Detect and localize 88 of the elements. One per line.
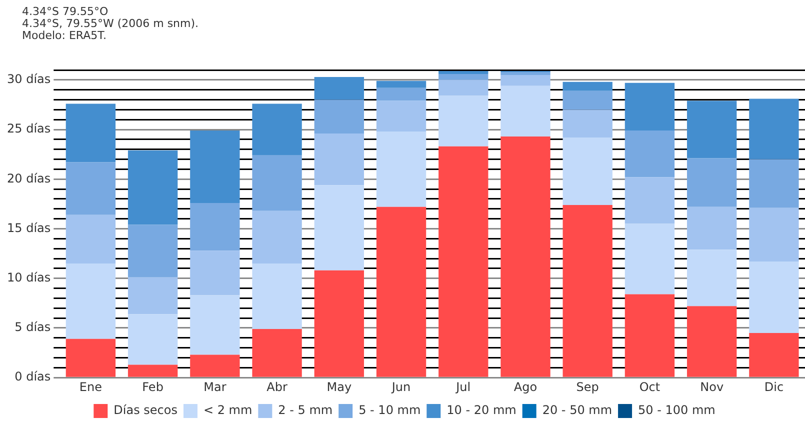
text: Modelo: ERA5T. [22, 29, 108, 42]
bar [562, 82, 612, 91]
chart-subtitle: 4.34°S, 79.55°W (2006 m snm). [22, 17, 199, 30]
x-tick-label: Jun [390, 380, 411, 394]
y-tick-label: 15 días [7, 220, 51, 235]
bar [376, 206, 426, 377]
bar [749, 98, 799, 160]
bar [66, 162, 116, 215]
bar [128, 314, 178, 365]
bar [438, 70, 488, 74]
bar [190, 202, 240, 251]
bar [128, 224, 178, 278]
bar [749, 262, 799, 333]
bar [562, 110, 612, 138]
bar [686, 206, 737, 250]
x-tick-label: Sep [576, 380, 599, 394]
bar [686, 306, 737, 377]
bar [190, 295, 240, 355]
legend-label: 20 - 50 mm [542, 403, 612, 418]
bar [624, 177, 675, 224]
legend-label: 5 - 10 mm [358, 403, 421, 418]
bar [314, 134, 364, 186]
bar [314, 185, 364, 270]
bar [252, 155, 302, 211]
bar [128, 364, 178, 377]
bar [686, 250, 737, 306]
bar [376, 80, 426, 88]
bar [749, 332, 799, 377]
bar [128, 150, 178, 225]
bar [190, 250, 240, 296]
x-tick-label: Feb [142, 380, 164, 394]
bar [252, 104, 302, 156]
y-tick-label: 0 días [14, 370, 51, 384]
x-tick-label: Abr [266, 380, 288, 394]
y-tick-label: 10 días [7, 270, 51, 284]
bar [190, 354, 240, 377]
y-tick-label: 30 días [7, 72, 51, 86]
bar [66, 338, 116, 377]
bar [624, 130, 675, 178]
bar [500, 74, 550, 86]
bar [376, 88, 426, 101]
bar [500, 136, 550, 377]
bar [686, 158, 737, 207]
bar [438, 146, 488, 377]
x-tick-label: Mar [204, 380, 226, 394]
bar [438, 74, 488, 80]
bar [314, 270, 364, 377]
bar [562, 204, 612, 377]
y-tick-label: 5 días [14, 320, 51, 334]
x-tick-label: May [326, 380, 352, 394]
bar [376, 132, 426, 207]
bar [438, 96, 488, 146]
legend-label: Días secos [114, 403, 178, 418]
bar [66, 214, 116, 264]
legend-label: 2 - 5 mm [278, 403, 333, 418]
x-tick-label: Ene [79, 380, 102, 394]
bar [66, 104, 116, 162]
bar [749, 159, 799, 208]
bar [500, 72, 550, 75]
bar [624, 82, 675, 131]
x-tick-label: Dic [764, 380, 784, 394]
bar [562, 137, 612, 205]
x-tick-label: Ago [514, 380, 538, 394]
x-tick-label: Nov [700, 380, 724, 394]
bar [500, 86, 550, 136]
bar [438, 80, 488, 96]
bar [252, 263, 302, 329]
bar [314, 100, 364, 134]
y-tick-label: 20 días [7, 171, 51, 186]
bar [624, 294, 675, 377]
bar [252, 328, 302, 377]
chart-title: 4.34°S 79.55°O [22, 5, 110, 18]
bar [376, 100, 426, 132]
bar [562, 90, 612, 110]
bar [252, 210, 302, 264]
legend-label: < 2 mm [203, 403, 252, 418]
x-tick-label: Oct [639, 380, 660, 394]
bar [624, 224, 675, 294]
bar [128, 277, 178, 314]
y-tick-label: 25 días [7, 122, 51, 136]
bar [686, 100, 737, 158]
legend-label: 10 - 20 mm [446, 403, 516, 418]
bar [190, 130, 240, 203]
bar [314, 76, 364, 100]
bar [66, 263, 116, 339]
bar [749, 208, 799, 262]
legend-label: 50 - 100 mm [638, 403, 716, 418]
x-tick-label: Jul [455, 380, 471, 394]
